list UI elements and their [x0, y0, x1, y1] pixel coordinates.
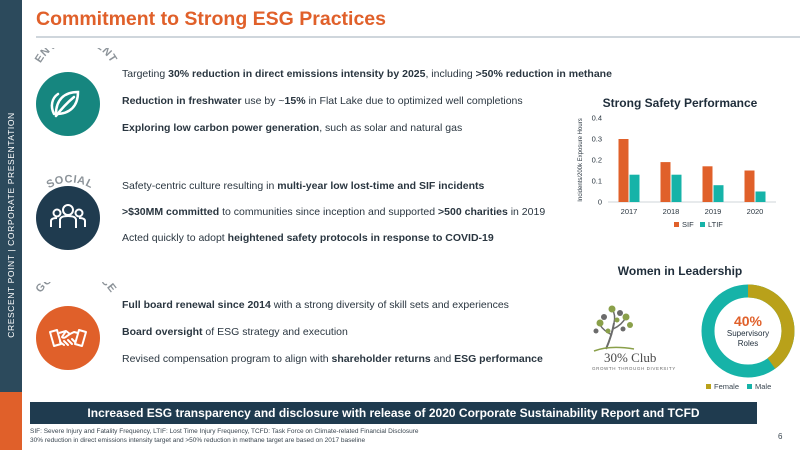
legend-female-swatch: [706, 384, 711, 389]
environment-bullet: Exploring low carbon power generation, s…: [122, 122, 463, 134]
bar-sif-2017: [618, 139, 629, 202]
side-brand-bar: [0, 0, 22, 450]
donut-legend: Female Male: [706, 382, 771, 391]
people-icon: [50, 204, 86, 228]
handshake-icon: [49, 329, 87, 347]
svg-text:GOVERNANCE: GOVERNANCE: [33, 282, 118, 295]
donut-caption-line2: Roles: [737, 338, 759, 348]
bar-ltif-2019: [713, 185, 724, 202]
legend-female: Female: [706, 382, 739, 391]
y-tick-label: 0.2: [592, 156, 602, 165]
social-bullet: >$30MM committed to communities since in…: [122, 206, 546, 218]
footnote-definitions: SIF: Severe Injury and Fatality Frequenc…: [30, 428, 419, 435]
donut-slice-female: [701, 284, 795, 378]
governance-bullet: Full board renewal since 2014 with a str…: [122, 299, 509, 311]
legend-label-ltif: LTIF: [708, 220, 723, 229]
x-tick-label: 2020: [747, 207, 764, 216]
bar-sif-2018: [660, 162, 671, 202]
svg-text:ENVIRONMENT: ENVIRONMENT: [33, 48, 119, 65]
legend-swatch-sif: [674, 222, 679, 227]
bar-ltif-2017: [629, 174, 640, 202]
side-brand-text: CRESCENT POINT | CORPORATE PRESENTATION: [6, 112, 16, 338]
chart-title: Strong Safety Performance: [602, 96, 758, 110]
social-bullet: Acted quickly to adopt heightened safety…: [122, 232, 494, 244]
page-number: 6: [778, 432, 783, 441]
governance-bullet: Revised compensation program to align wi…: [122, 353, 543, 365]
leaf-icon: [50, 90, 80, 118]
x-tick-label: 2017: [621, 207, 638, 216]
x-tick-label: 2018: [663, 207, 680, 216]
bar-ltif-2018: [671, 174, 682, 202]
governance-arc-label: GOVERNANCE: [33, 282, 118, 295]
y-tick-label: 0.3: [592, 135, 602, 144]
disclosure-banner: Increased ESG transparency and disclosur…: [30, 402, 757, 424]
safety-bar-chart: Incidents/200k Exposure Hours 0 0.1 0.2 0.3 0…: [578, 114, 776, 229]
environment-icon-circle: [36, 72, 100, 136]
x-tick-label: 2019: [705, 207, 722, 216]
thirty-percent-club-logo-text: 30% Club: [604, 350, 657, 365]
y-tick-label: 0.4: [592, 114, 602, 123]
legend-label-sif: SIF: [682, 220, 694, 229]
legend-male-swatch: [747, 384, 753, 389]
social-bullet: Safety-centric culture resulting in mult…: [122, 180, 485, 192]
title-divider: [36, 36, 800, 38]
donut-caption-line1: Supervisory: [726, 328, 770, 338]
thirty-percent-club-tagline: GROWTH THROUGH DIVERSITY: [592, 366, 676, 371]
bar-ltif-2020: [755, 191, 766, 202]
page-title: Commitment to Strong ESG Practices: [36, 8, 386, 30]
social-icon-circle: [36, 186, 100, 250]
governance-bullet: Board oversight of ESG strategy and exec…: [122, 326, 348, 338]
donut-center-label: 40% Supervisory Roles: [700, 283, 796, 379]
women-donut-chart: [701, 284, 795, 378]
y-tick-label: 0: [598, 198, 602, 207]
bar-sif-2019: [702, 166, 713, 202]
bar-sif-2020: [744, 170, 755, 202]
y-tick-label: 0.1: [592, 177, 602, 186]
legend-female-label: Female: [714, 382, 740, 391]
environment-arc-label: ENVIRONMENT: [33, 48, 119, 65]
y-axis-label: Incidents/200k Exposure Hours: [578, 118, 584, 201]
legend-swatch-ltif: [700, 222, 705, 227]
environment-bullet: Reduction in freshwater use by ~15% in F…: [122, 95, 523, 107]
tree-logo-icon: [593, 305, 635, 352]
side-brand-accent: [0, 392, 22, 450]
footnote-baseline: 30% reduction in direct emissions intens…: [30, 437, 366, 444]
donut-percent: 40%: [733, 312, 763, 329]
environment-bullet: Targeting 30% reduction in direct emissi…: [122, 68, 612, 80]
women-leadership-title: Women in Leadership: [617, 264, 743, 278]
legend-male-label: Male: [755, 382, 772, 391]
legend-male: Male: [747, 382, 771, 391]
governance-icon-circle: [36, 306, 100, 370]
